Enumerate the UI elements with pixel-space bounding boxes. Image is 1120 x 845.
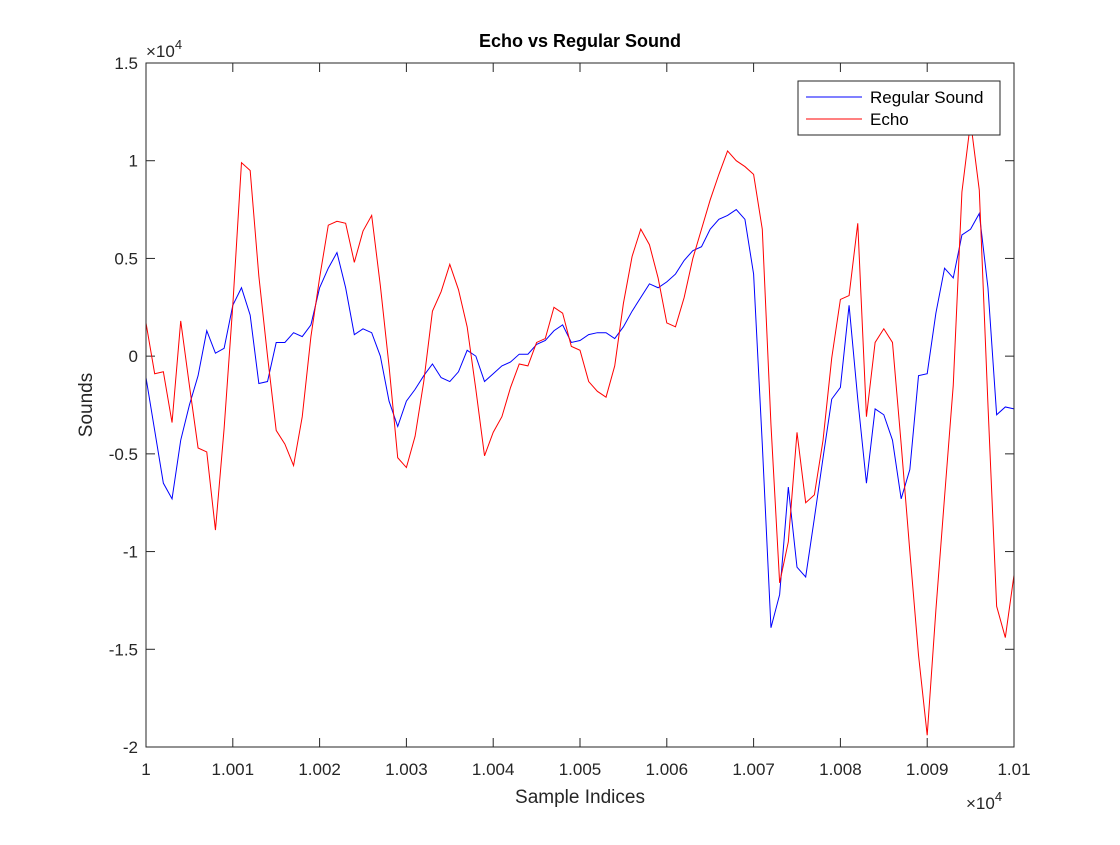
y-tick-label: -1.5 (109, 640, 138, 659)
chart-title: Echo vs Regular Sound (479, 31, 681, 51)
y-multiplier-base: ×10 (146, 42, 175, 61)
x-tick-label: 1.004 (472, 760, 515, 779)
y-tick-label: -0.5 (109, 445, 138, 464)
x-tick-label: 1 (141, 760, 150, 779)
y-axis-label: Sounds (76, 373, 97, 437)
y-tick-label: -1 (123, 543, 138, 562)
y-tick-label: -2 (123, 738, 138, 757)
y-tick-label: 1.5 (114, 54, 138, 73)
legend-label: Echo (870, 110, 909, 129)
x-axis-label: Sample Indices (515, 787, 645, 808)
x-tick-label: 1.006 (646, 760, 689, 779)
x-multiplier: ×104 (966, 789, 1002, 813)
x-tick-label: 1.007 (732, 760, 775, 779)
y-tick-label: 0 (129, 347, 138, 366)
legend: Regular Sound Echo (797, 80, 1001, 136)
x-multiplier-exponent: 4 (995, 789, 1002, 804)
data-line (145, 121, 1015, 736)
data-line (145, 208, 1015, 628)
x-multiplier-base: ×10 (966, 794, 995, 813)
y-tick-label: 0.5 (114, 249, 138, 268)
plot-frame (145, 62, 1015, 748)
x-tick-label: 1.003 (385, 760, 428, 779)
x-tick-label: 1.002 (298, 760, 341, 779)
y-multiplier-exponent: 4 (175, 37, 182, 52)
x-tick-label: 1.009 (906, 760, 949, 779)
x-tick-label: 1.01 (997, 760, 1030, 779)
y-multiplier: ×104 (146, 37, 182, 61)
legend-box (797, 80, 1001, 136)
x-tick-label: 1.008 (819, 760, 862, 779)
y-tick-label: 1 (129, 152, 138, 171)
legend-label: Regular Sound (870, 88, 983, 107)
x-tick-label: 1.001 (212, 760, 255, 779)
x-tick-label: 1.005 (559, 760, 602, 779)
